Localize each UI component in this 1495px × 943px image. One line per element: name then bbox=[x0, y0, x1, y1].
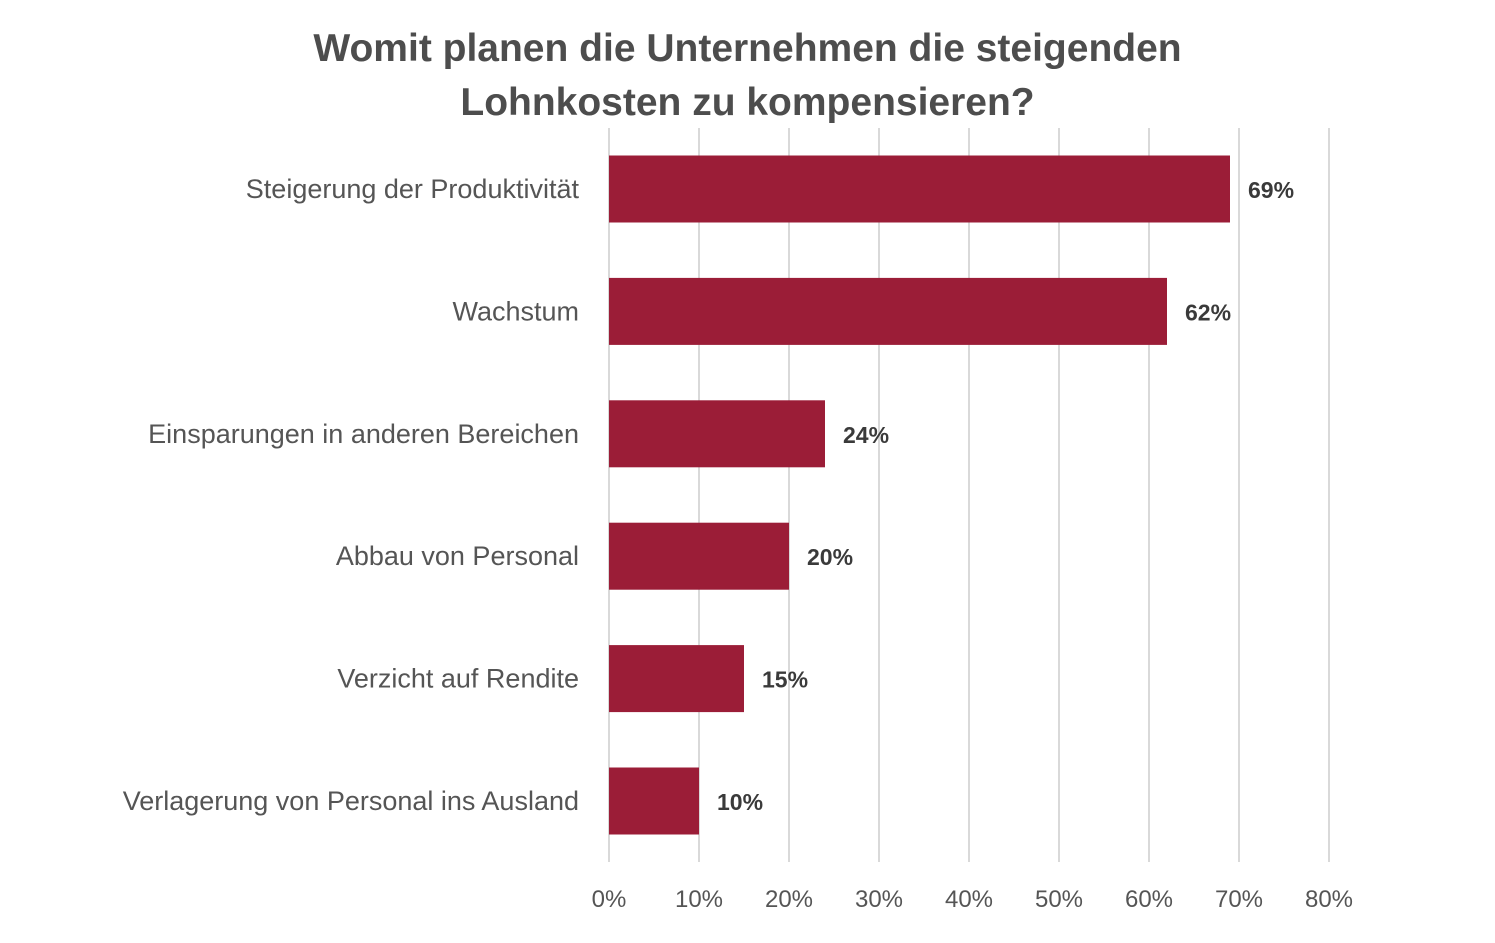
x-tick-label: 60% bbox=[1125, 886, 1173, 913]
x-tick-label: 70% bbox=[1215, 886, 1263, 913]
data-label: 69% bbox=[1248, 177, 1294, 203]
data-label: 20% bbox=[807, 544, 853, 570]
category-label: Verlagerung von Personal ins Ausland bbox=[123, 786, 579, 816]
x-tick-label: 30% bbox=[855, 886, 903, 913]
bar bbox=[609, 767, 699, 835]
x-tick-label: 40% bbox=[945, 886, 993, 913]
x-tick-label: 0% bbox=[592, 886, 627, 913]
bar bbox=[609, 645, 744, 713]
bar bbox=[609, 155, 1230, 223]
data-label: 24% bbox=[843, 422, 889, 448]
title-line-2: Lohnkosten zu kompensieren? bbox=[460, 81, 1035, 124]
x-tick-label: 20% bbox=[765, 886, 813, 913]
x-tick-label: 80% bbox=[1305, 886, 1353, 913]
bar bbox=[609, 522, 789, 590]
category-label: Abbau von Personal bbox=[336, 541, 579, 571]
x-tick-label: 50% bbox=[1035, 886, 1083, 913]
chart-title: Womit planen die Unternehmen die steigen… bbox=[0, 22, 1495, 130]
bar bbox=[609, 400, 825, 468]
category-label: Wachstum bbox=[452, 296, 579, 326]
bar bbox=[609, 277, 1167, 345]
data-label: 10% bbox=[717, 789, 763, 815]
category-label: Einsparungen in anderen Bereichen bbox=[148, 419, 579, 449]
category-label: Steigerung der Produktivität bbox=[246, 174, 580, 204]
data-label: 62% bbox=[1185, 299, 1231, 325]
data-label: 15% bbox=[762, 667, 808, 693]
x-tick-label: 10% bbox=[675, 886, 723, 913]
title-line-1: Womit planen die Unternehmen die steigen… bbox=[313, 27, 1182, 70]
category-label: Verzicht auf Rendite bbox=[337, 664, 579, 694]
